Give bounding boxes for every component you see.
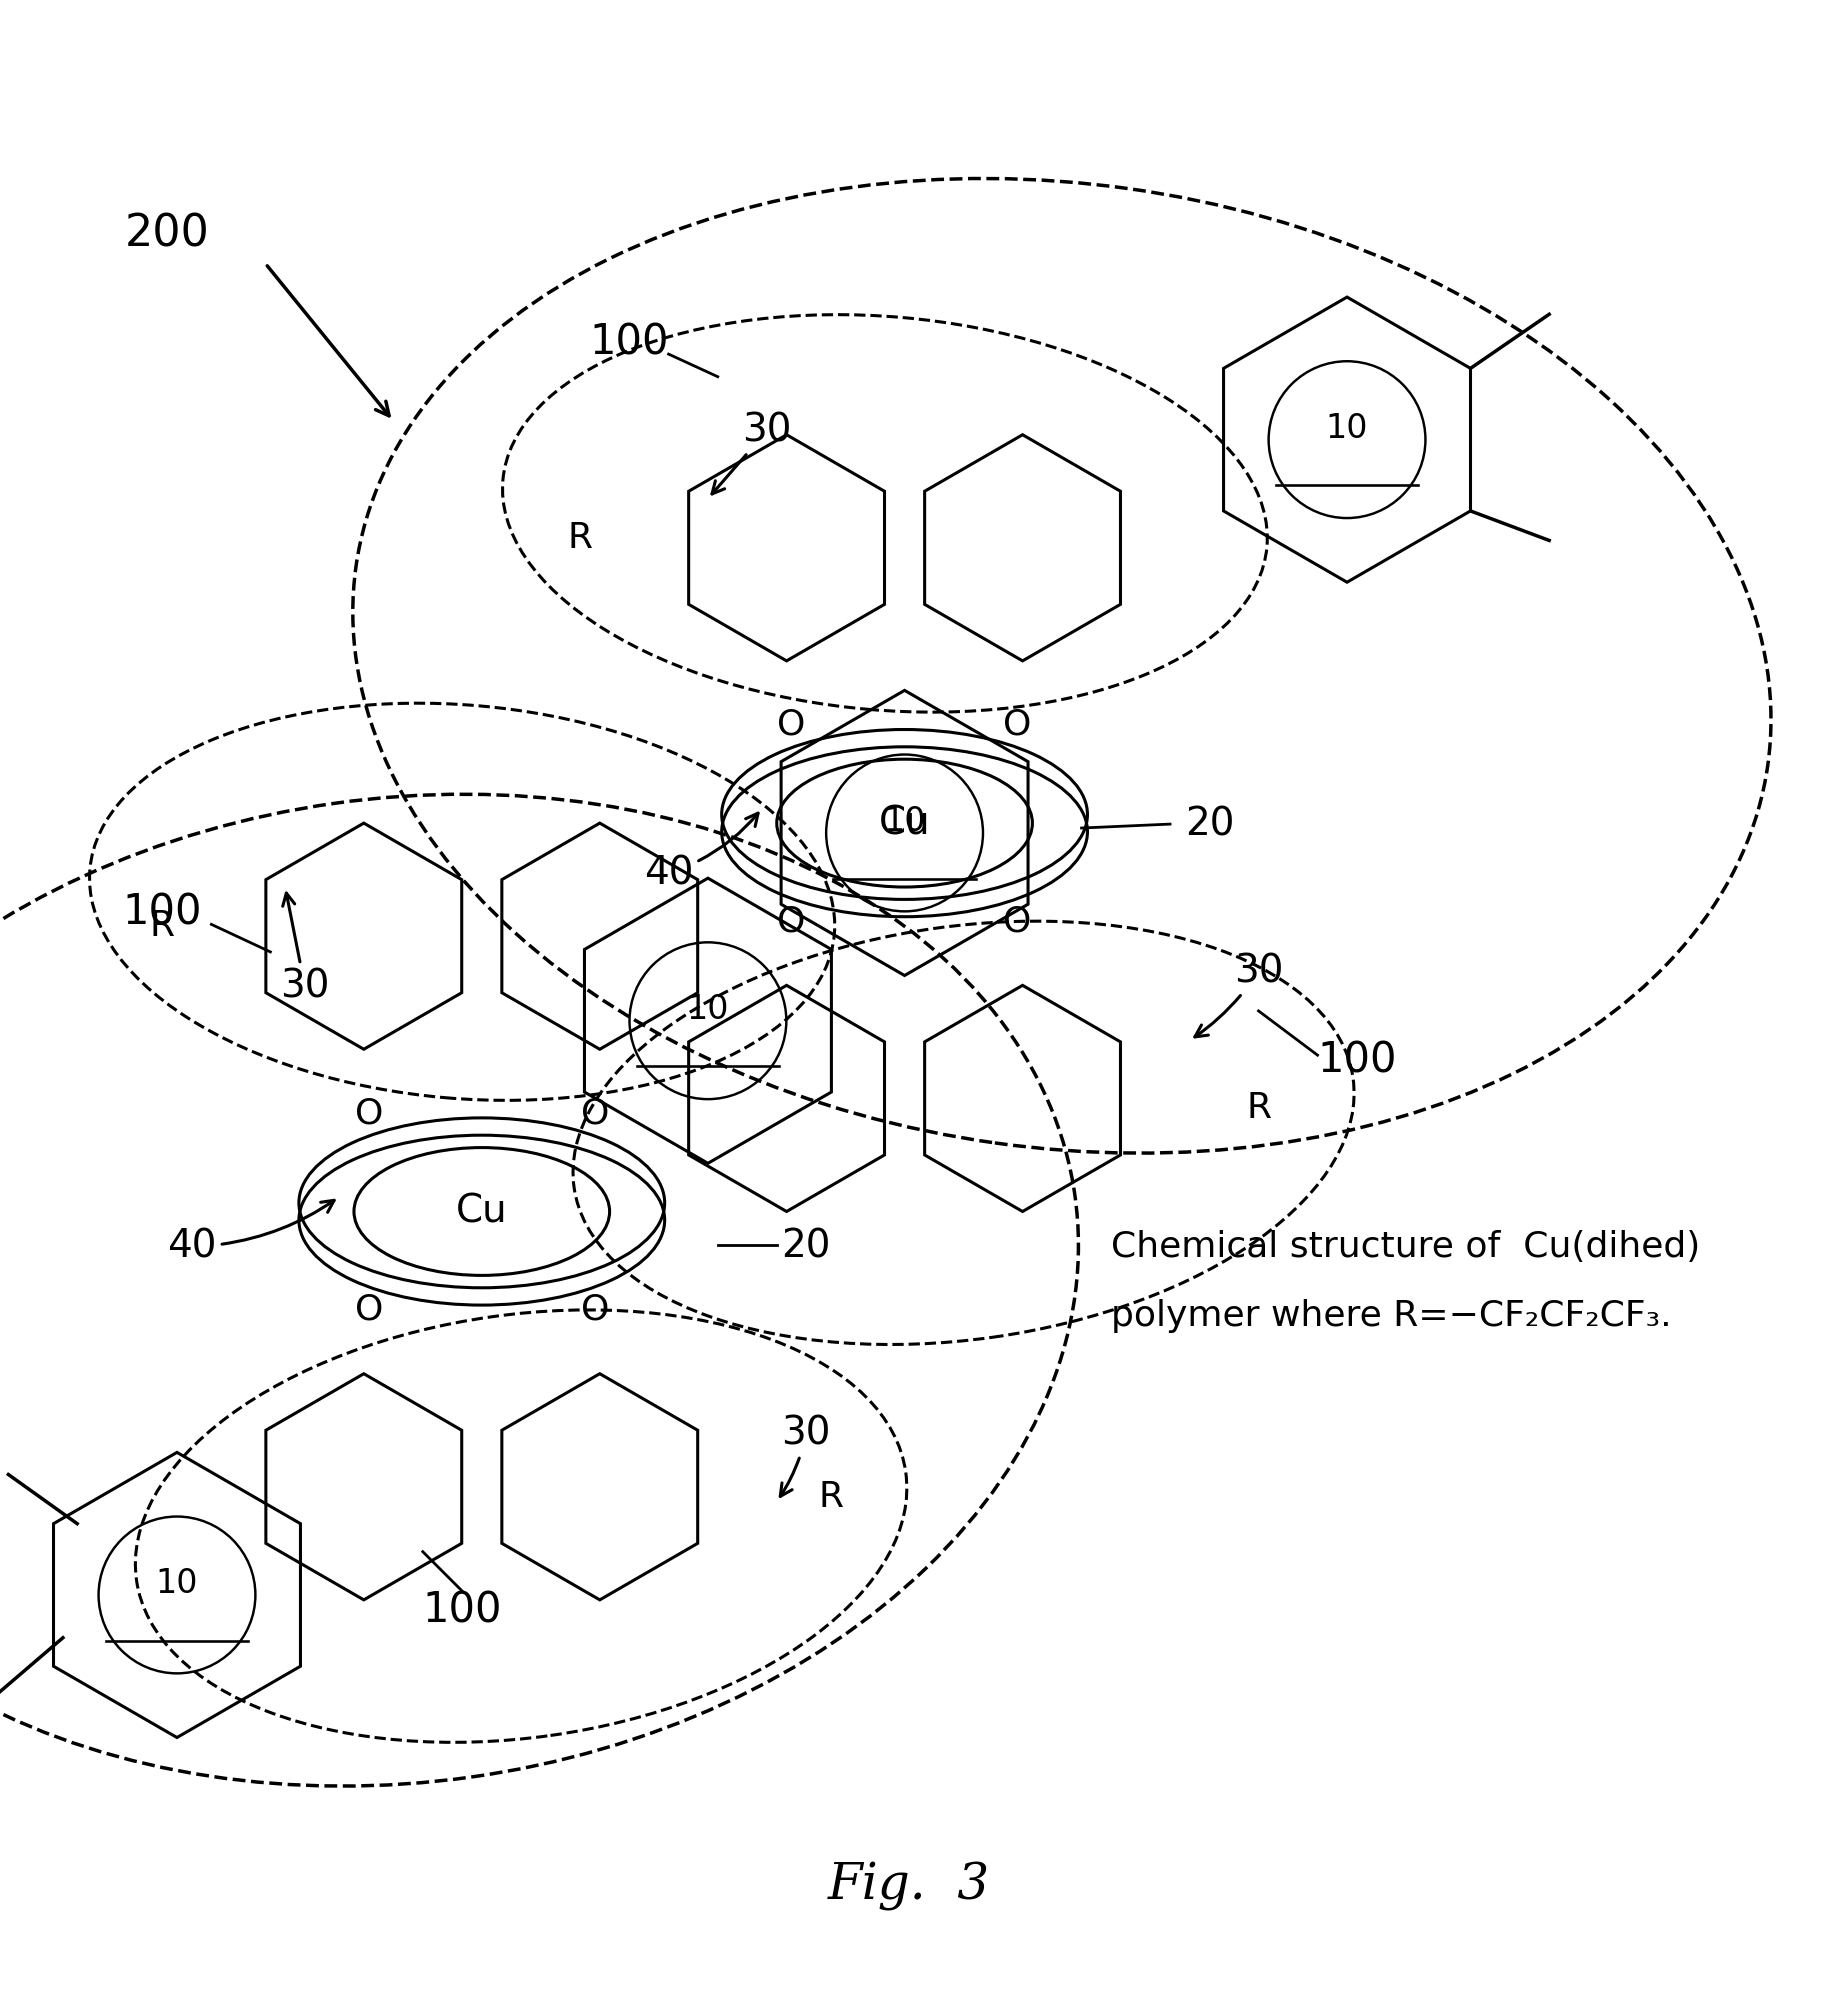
Text: 40: 40 [643,812,758,893]
Text: 10: 10 [883,804,926,839]
Text: 30: 30 [711,412,791,495]
Text: O: O [580,1293,608,1327]
Text: O: O [580,1096,608,1130]
Text: 100: 100 [1316,1040,1395,1082]
Text: O: O [776,905,806,939]
Text: O: O [1003,708,1031,742]
Text: 40: 40 [166,1201,334,1265]
Text: 200: 200 [124,213,209,255]
Text: 10: 10 [1325,412,1368,444]
Text: polymer where R=−CF₂CF₂CF₃.: polymer where R=−CF₂CF₂CF₃. [1111,1299,1671,1333]
Text: 20: 20 [782,1229,830,1265]
Text: O: O [355,1096,383,1130]
Text: O: O [355,1293,383,1327]
Text: O: O [776,708,806,742]
Text: Fig.  3: Fig. 3 [826,1862,989,1910]
Text: 100: 100 [421,1589,501,1631]
Text: 20: 20 [1185,804,1233,843]
Text: 30: 30 [1194,953,1283,1038]
Text: R: R [150,909,176,943]
Text: 10: 10 [686,993,728,1026]
Text: Cu: Cu [456,1193,508,1231]
Text: 100: 100 [122,891,201,933]
Text: R: R [567,521,593,555]
Text: O: O [1003,905,1031,939]
Text: 30: 30 [780,1414,830,1496]
Text: R: R [1246,1092,1270,1126]
Text: Chemical structure of  Cu(dihed): Chemical structure of Cu(dihed) [1111,1231,1700,1263]
Text: Cu: Cu [878,804,930,843]
Text: 30: 30 [279,893,329,1006]
Text: 100: 100 [590,322,669,364]
Text: 10: 10 [155,1567,198,1601]
Text: R: R [819,1480,843,1514]
